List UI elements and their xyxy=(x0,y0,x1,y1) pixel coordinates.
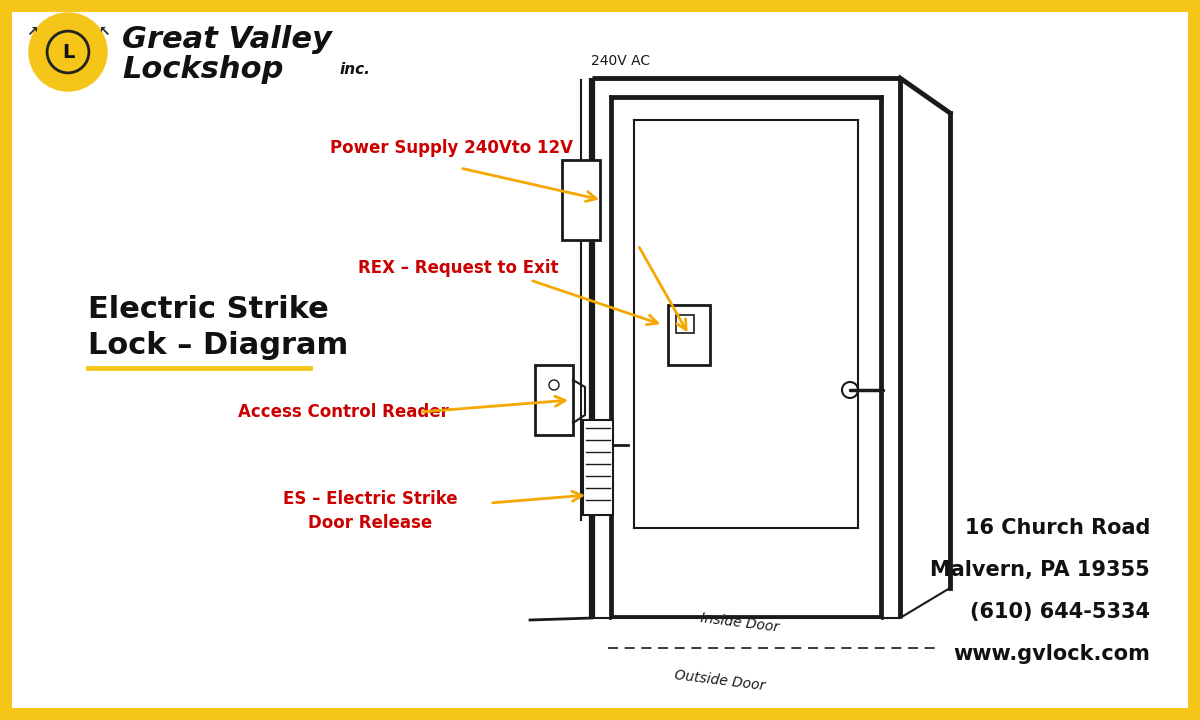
Circle shape xyxy=(47,31,89,73)
Text: Power Supply 240Vto 12V: Power Supply 240Vto 12V xyxy=(330,139,574,157)
Text: 240V AC: 240V AC xyxy=(592,54,650,68)
Text: Inside Door: Inside Door xyxy=(700,611,780,635)
Text: Lock – Diagram: Lock – Diagram xyxy=(88,330,348,359)
Text: inc.: inc. xyxy=(340,62,371,77)
Text: L: L xyxy=(62,42,74,61)
Text: (610) 644-5334: (610) 644-5334 xyxy=(970,602,1150,622)
Text: Electric Strike: Electric Strike xyxy=(88,295,329,325)
Text: ES – Electric Strike
Door Release: ES – Electric Strike Door Release xyxy=(283,490,457,531)
Text: Outside Door: Outside Door xyxy=(674,668,766,693)
Circle shape xyxy=(842,382,858,398)
Circle shape xyxy=(30,14,106,90)
Text: ↖: ↖ xyxy=(98,25,110,39)
Text: ↗: ↗ xyxy=(26,25,38,39)
Circle shape xyxy=(550,380,559,390)
Text: Access Control Reader: Access Control Reader xyxy=(238,403,449,421)
Bar xyxy=(668,305,710,365)
Text: REX – Request to Exit: REX – Request to Exit xyxy=(358,259,558,277)
Text: www.gvlock.com: www.gvlock.com xyxy=(953,644,1150,664)
Text: 16 Church Road: 16 Church Road xyxy=(965,518,1150,538)
Bar xyxy=(535,365,574,435)
Bar xyxy=(676,315,694,333)
Text: Lockshop: Lockshop xyxy=(122,55,283,84)
Text: Malvern, PA 19355: Malvern, PA 19355 xyxy=(930,560,1150,580)
Bar xyxy=(583,420,613,515)
Text: Great Valley: Great Valley xyxy=(122,25,332,54)
Bar xyxy=(562,160,600,240)
